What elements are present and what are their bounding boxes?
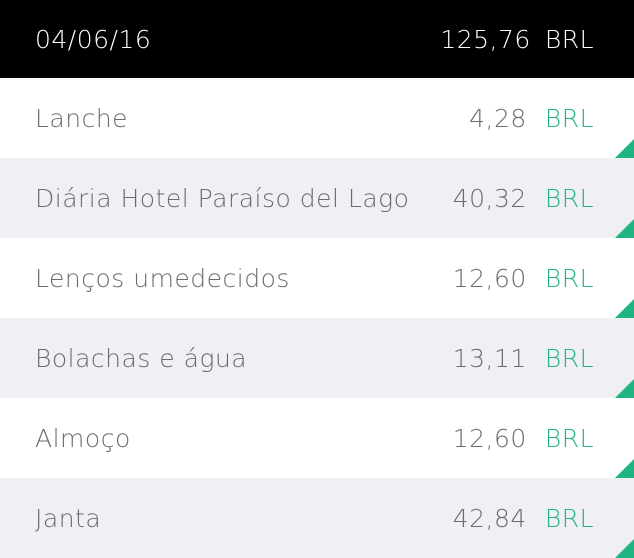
expense-currency: BRL (544, 263, 594, 293)
expense-name: Almoço (35, 423, 131, 453)
expense-amount: 12,60 (452, 263, 527, 293)
corner-triangle-icon (615, 459, 634, 478)
expense-amount: 13,11 (452, 343, 527, 373)
expense-currency: BRL (544, 423, 594, 453)
expense-name: Janta (35, 503, 102, 533)
header-currency: BRL (544, 24, 594, 54)
expense-currency: BRL (544, 503, 594, 533)
expense-currency: BRL (544, 343, 594, 373)
expense-row[interactable]: Bolachas e água 13,11 BRL (0, 318, 634, 398)
corner-triangle-icon (615, 219, 634, 238)
expense-amount: 12,60 (452, 423, 527, 453)
expense-amount: 4,28 (469, 103, 527, 133)
expense-currency: BRL (544, 103, 594, 133)
corner-triangle-icon (615, 139, 634, 158)
day-header: 04/06/16 125,76 BRL (0, 0, 634, 78)
corner-triangle-icon (615, 299, 634, 318)
expense-row[interactable]: Almoço 12,60 BRL (0, 398, 634, 478)
header-date: 04/06/16 (35, 24, 152, 54)
header-total: 125,76 (440, 24, 531, 54)
expense-name: Bolachas e água (35, 343, 248, 373)
corner-triangle-icon (615, 539, 634, 558)
expense-row[interactable]: Janta 42,84 BRL (0, 478, 634, 558)
expense-row[interactable]: Diária Hotel Paraíso del Lago 40,32 BRL (0, 158, 634, 238)
expense-list: Lanche 4,28 BRL Diária Hotel Paraíso del… (0, 78, 634, 558)
expense-name: Diária Hotel Paraíso del Lago (35, 183, 410, 213)
expense-amount: 42,84 (452, 503, 527, 533)
expense-name: Lanche (35, 103, 129, 133)
expense-currency: BRL (544, 183, 594, 213)
expense-name: Lenços umedecidos (35, 263, 290, 293)
expense-amount: 40,32 (452, 183, 527, 213)
expense-row[interactable]: Lanche 4,28 BRL (0, 78, 634, 158)
expense-row[interactable]: Lenços umedecidos 12,60 BRL (0, 238, 634, 318)
corner-triangle-icon (615, 379, 634, 398)
